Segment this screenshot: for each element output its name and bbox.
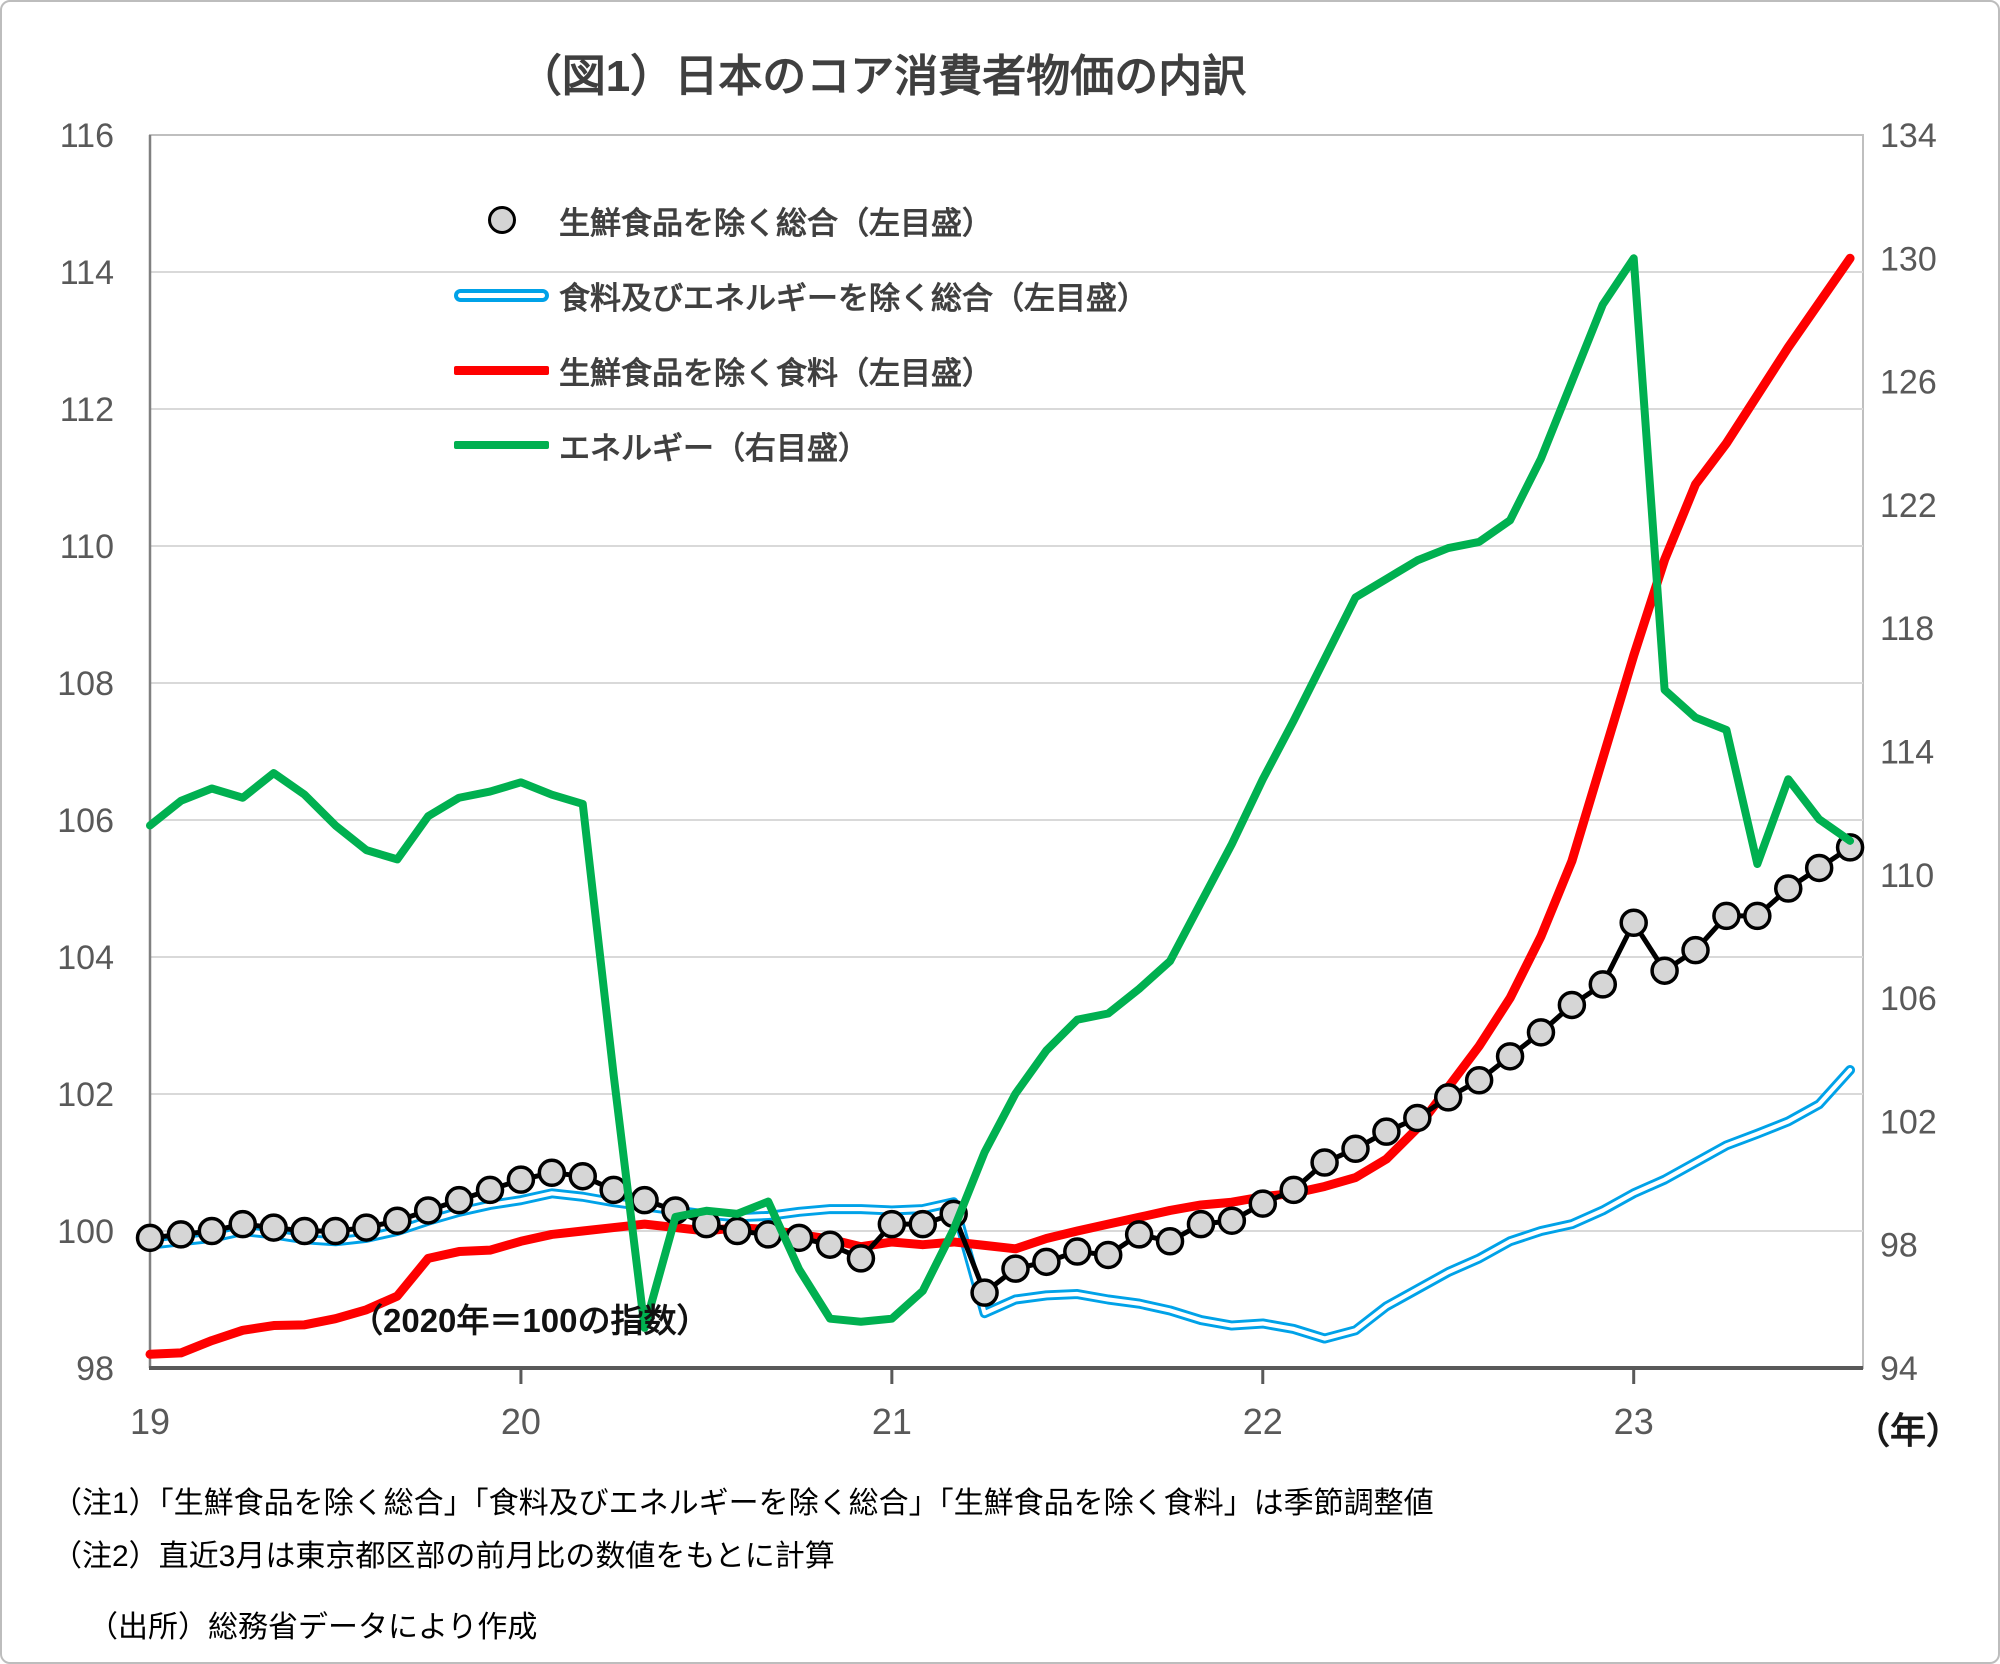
series-marker [1403, 1103, 1432, 1133]
legend-label: 生鮮食品を除く食料（左目盛） [559, 355, 993, 391]
page-title: （図1）日本のコア消費者物価の内訳 [517, 52, 1247, 101]
series-marker [290, 1216, 319, 1246]
axis-tick-label: 102 [1880, 1103, 1937, 1141]
series-marker [506, 1165, 536, 1194]
axis-tick-label: 134 [1880, 117, 1937, 155]
note-2: （注2）直近3月は東京都区部の前月比の数値をもとに計算 [52, 1540, 835, 1573]
series-marker [630, 1185, 659, 1215]
axis-tick-label: 114 [60, 254, 114, 292]
series-marker [1372, 1117, 1401, 1146]
series-marker [1464, 1066, 1494, 1095]
series-marker [166, 1220, 196, 1249]
axis-tick-label: 110 [60, 528, 114, 566]
series-marker [197, 1216, 227, 1246]
legend-item-energy: エネルギー（右目盛） [454, 420, 869, 470]
axis-tick-label: 22 [1243, 1401, 1283, 1442]
blue-double-line-swatch-icon [454, 288, 549, 302]
series-marker [1001, 1254, 1030, 1283]
axis-tick-label: 116 [60, 117, 114, 155]
series-marker [1124, 1220, 1154, 1249]
axis-tick-label: 130 [1880, 240, 1937, 278]
series-marker [1186, 1209, 1216, 1239]
series-marker [1681, 935, 1710, 965]
axis-tick-label: 102 [57, 1076, 114, 1114]
series-marker [1804, 853, 1834, 883]
legend-item-core-cpi: 生鮮食品を除く総合（左目盛） [454, 195, 993, 245]
series-marker [413, 1196, 443, 1225]
series-marker [1093, 1240, 1123, 1270]
plot-area [149, 134, 1864, 1369]
series-marker [723, 1216, 752, 1246]
axis-tick-label: 118 [1880, 610, 1934, 648]
axis-tick-label: 94 [1880, 1350, 1918, 1388]
legend-label: エネルギー（右目盛） [559, 430, 869, 466]
index-base-annotation: （2020年＝100の指数） [350, 1302, 710, 1339]
series-marker [475, 1175, 505, 1205]
series-line [145, 253, 1855, 1359]
series-marker [1341, 1134, 1370, 1164]
axis-tick-label: 98 [1880, 1227, 1918, 1265]
series-marker [352, 1213, 381, 1242]
axis-tick-label: 19 [130, 1401, 170, 1442]
series-marker [1248, 1189, 1278, 1218]
legend-item-food-ex-fresh: 生鮮食品を除く食料（左目盛） [454, 345, 993, 395]
series-marker [1619, 908, 1648, 937]
series-marker [1495, 1042, 1525, 1071]
series-marker [815, 1230, 845, 1259]
series-marker [1217, 1206, 1247, 1235]
axis-tick-label: 21 [872, 1401, 912, 1442]
axis-tick-label: 100 [57, 1213, 114, 1251]
series-marker [383, 1206, 412, 1235]
series-marker [568, 1161, 597, 1191]
series-marker [1588, 970, 1618, 999]
legend-label: 食料及びエネルギーを除く総合（左目盛） [559, 280, 1148, 316]
series-line [146, 254, 1855, 1332]
axis-tick-label: 126 [1880, 364, 1937, 402]
series-marker [1557, 990, 1587, 1020]
legend-item-ex-food-energy: 食料及びエネルギーを除く総合（左目盛） [454, 270, 1148, 320]
x-axis-unit-label: （年） [1854, 1410, 1963, 1451]
axis-tick-label: 106 [1880, 980, 1937, 1018]
series-marker [537, 1158, 567, 1188]
series-marker [259, 1213, 288, 1242]
series-marker [1063, 1237, 1092, 1266]
series-marker [228, 1209, 257, 1239]
axis-tick-label: 108 [57, 665, 114, 703]
series-marker [908, 1209, 938, 1239]
axis-tick-label: 114 [1880, 734, 1934, 772]
axis-tick-label: 112 [60, 391, 114, 429]
axis-tick-label: 98 [76, 1350, 114, 1388]
series-marker [1774, 874, 1803, 903]
series-marker [444, 1185, 474, 1215]
series-marker [877, 1209, 907, 1239]
red-line-swatch-icon [454, 365, 549, 375]
series-marker [846, 1244, 876, 1273]
series-marker [1155, 1227, 1185, 1256]
series-marker [599, 1175, 628, 1205]
series-marker [1433, 1083, 1463, 1112]
series-marker [1743, 901, 1772, 931]
note-1: （注1）「生鮮食品を除く総合」「食料及びエネルギーを除く総合」「生鮮食品を除く食… [52, 1487, 1434, 1520]
axis-tick-label: 106 [57, 802, 114, 840]
green-line-swatch-icon [454, 441, 549, 449]
axis-tick-label: 110 [1880, 857, 1934, 895]
axis-tick-label: 104 [57, 939, 114, 977]
axis-tick-label: 122 [1880, 487, 1937, 525]
series-marker [321, 1216, 350, 1246]
series-marker [1526, 1018, 1556, 1047]
axis-tick-label: 20 [501, 1401, 541, 1442]
series-marker [1310, 1148, 1339, 1177]
series-marker [1650, 956, 1679, 985]
series-marker [1712, 901, 1741, 931]
source-note: （出所）総務省データにより作成 [88, 1611, 538, 1644]
legend-label: 生鮮食品を除く総合（左目盛） [559, 205, 993, 241]
series-marker [135, 1223, 165, 1253]
series-marker [1032, 1247, 1061, 1277]
series-marker [970, 1278, 999, 1307]
series-marker [1279, 1175, 1308, 1205]
axis-tick-label: 23 [1614, 1401, 1654, 1442]
